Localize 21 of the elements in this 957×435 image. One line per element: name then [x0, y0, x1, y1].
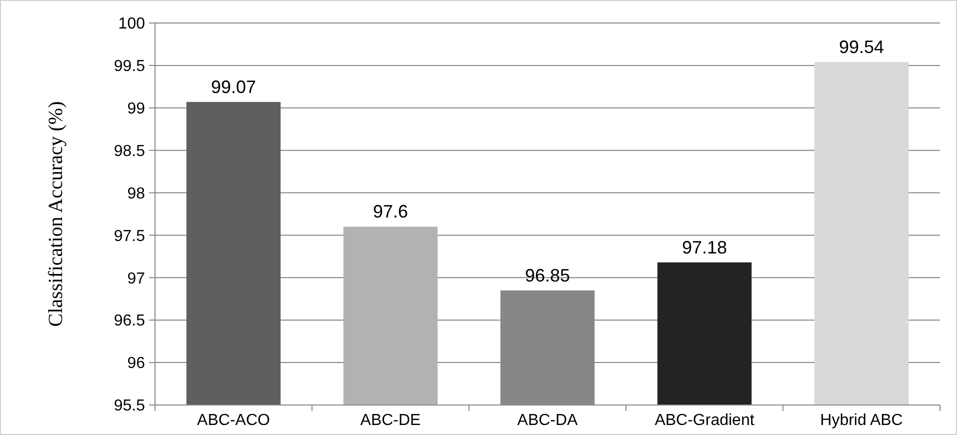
y-tick-label: 96: [127, 355, 146, 372]
x-tick-label: ABC-ACO: [197, 412, 270, 429]
y-tick-label: 98: [127, 185, 146, 202]
x-tick-label: ABC-DA: [517, 412, 578, 429]
y-tick-label: 96.5: [114, 312, 146, 330]
data-label: 97.6: [372, 202, 408, 222]
y-tick-label: 99.5: [114, 58, 146, 76]
data-label: 97.18: [682, 237, 728, 258]
data-label: 99.54: [838, 37, 884, 58]
x-tick-label: ABC-Gradient: [654, 412, 755, 429]
y-tick-label: 95.5: [114, 398, 146, 415]
x-tick-label: Hybrid ABC: [820, 412, 903, 429]
data-label: 99.07: [210, 76, 256, 97]
y-tick-label: 99: [127, 100, 146, 118]
y-tick-label: 98.5: [114, 142, 146, 160]
data-label: 96.85: [524, 265, 570, 286]
y-axis-title: Classification Accuracy (%): [45, 101, 67, 327]
y-tick-label: 97.5: [114, 228, 146, 245]
y-tick-label: 100: [118, 16, 146, 33]
y-tick-label: 97: [127, 270, 146, 288]
x-tick-label: ABC-DE: [360, 412, 421, 429]
